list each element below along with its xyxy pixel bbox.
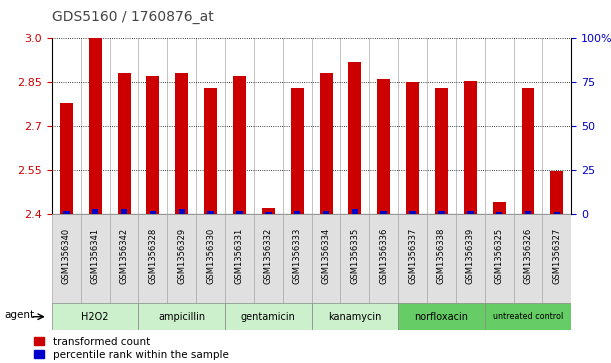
Bar <box>352 209 358 214</box>
Text: GSM1356326: GSM1356326 <box>524 228 533 284</box>
Bar <box>89 38 101 214</box>
Bar <box>340 214 369 307</box>
Text: GSM1356340: GSM1356340 <box>62 228 71 284</box>
Bar <box>312 214 340 307</box>
Bar <box>377 79 390 214</box>
Text: GDS5160 / 1760876_at: GDS5160 / 1760876_at <box>52 9 214 24</box>
Bar <box>60 103 73 214</box>
Bar <box>464 81 477 214</box>
Bar <box>435 88 448 214</box>
Bar <box>398 303 485 330</box>
Bar <box>233 76 246 214</box>
Bar <box>178 209 185 214</box>
Text: gentamicin: gentamicin <box>241 312 296 322</box>
Text: GSM1356331: GSM1356331 <box>235 228 244 284</box>
Bar <box>467 211 474 214</box>
Bar <box>207 211 214 214</box>
Bar <box>492 203 506 214</box>
Bar <box>485 303 571 330</box>
Text: untreated control: untreated control <box>493 312 563 321</box>
Text: GSM1356334: GSM1356334 <box>321 228 331 284</box>
Bar <box>236 211 243 214</box>
Bar <box>348 62 361 214</box>
Text: GSM1356329: GSM1356329 <box>177 228 186 284</box>
Text: GSM1356339: GSM1356339 <box>466 228 475 284</box>
Bar <box>265 212 271 214</box>
Text: GSM1356327: GSM1356327 <box>552 228 562 284</box>
Bar <box>294 211 301 214</box>
Text: GSM1356333: GSM1356333 <box>293 228 302 285</box>
Bar <box>323 211 329 214</box>
Bar <box>496 212 502 214</box>
Bar <box>369 214 398 307</box>
Legend: transformed count, percentile rank within the sample: transformed count, percentile rank withi… <box>30 333 233 363</box>
Text: H2O2: H2O2 <box>81 312 109 322</box>
Bar <box>254 214 283 307</box>
Bar <box>312 303 398 330</box>
Bar <box>121 209 127 214</box>
Bar <box>52 214 81 307</box>
Bar <box>398 214 427 307</box>
Bar <box>320 73 332 214</box>
Text: GSM1356342: GSM1356342 <box>120 228 128 284</box>
Bar <box>554 212 560 214</box>
Text: GSM1356335: GSM1356335 <box>350 228 359 284</box>
Bar <box>381 211 387 214</box>
Bar <box>291 88 304 214</box>
Bar <box>409 211 416 214</box>
Text: GSM1356325: GSM1356325 <box>495 228 503 284</box>
Text: norfloxacin: norfloxacin <box>414 312 469 322</box>
Bar <box>427 214 456 307</box>
Bar <box>139 214 167 307</box>
Bar <box>283 214 312 307</box>
Text: GSM1356337: GSM1356337 <box>408 228 417 285</box>
Bar <box>522 88 535 214</box>
Bar <box>139 303 225 330</box>
Text: GSM1356330: GSM1356330 <box>206 228 215 284</box>
Bar <box>92 209 98 214</box>
Bar <box>225 303 312 330</box>
Bar <box>551 171 563 214</box>
Bar <box>109 214 139 307</box>
Text: GSM1356338: GSM1356338 <box>437 228 446 285</box>
Bar <box>117 73 131 214</box>
Bar <box>543 214 571 307</box>
Text: GSM1356336: GSM1356336 <box>379 228 388 285</box>
Text: GSM1356341: GSM1356341 <box>90 228 100 284</box>
Bar <box>147 76 159 214</box>
Bar <box>406 82 419 214</box>
Bar <box>167 214 196 307</box>
Bar <box>438 211 445 214</box>
Bar <box>514 214 543 307</box>
Bar <box>63 211 70 214</box>
Text: GSM1356332: GSM1356332 <box>264 228 273 284</box>
Bar <box>204 88 217 214</box>
Bar <box>456 214 485 307</box>
Text: agent: agent <box>4 310 34 321</box>
Bar <box>81 214 109 307</box>
Bar <box>225 214 254 307</box>
Text: kanamycin: kanamycin <box>328 312 382 322</box>
Text: ampicillin: ampicillin <box>158 312 205 322</box>
Bar <box>525 211 531 214</box>
Bar <box>485 214 514 307</box>
Bar <box>262 208 275 214</box>
Bar <box>175 73 188 214</box>
Bar <box>150 211 156 214</box>
Bar <box>196 214 225 307</box>
Text: GSM1356328: GSM1356328 <box>148 228 158 284</box>
Bar <box>52 303 139 330</box>
